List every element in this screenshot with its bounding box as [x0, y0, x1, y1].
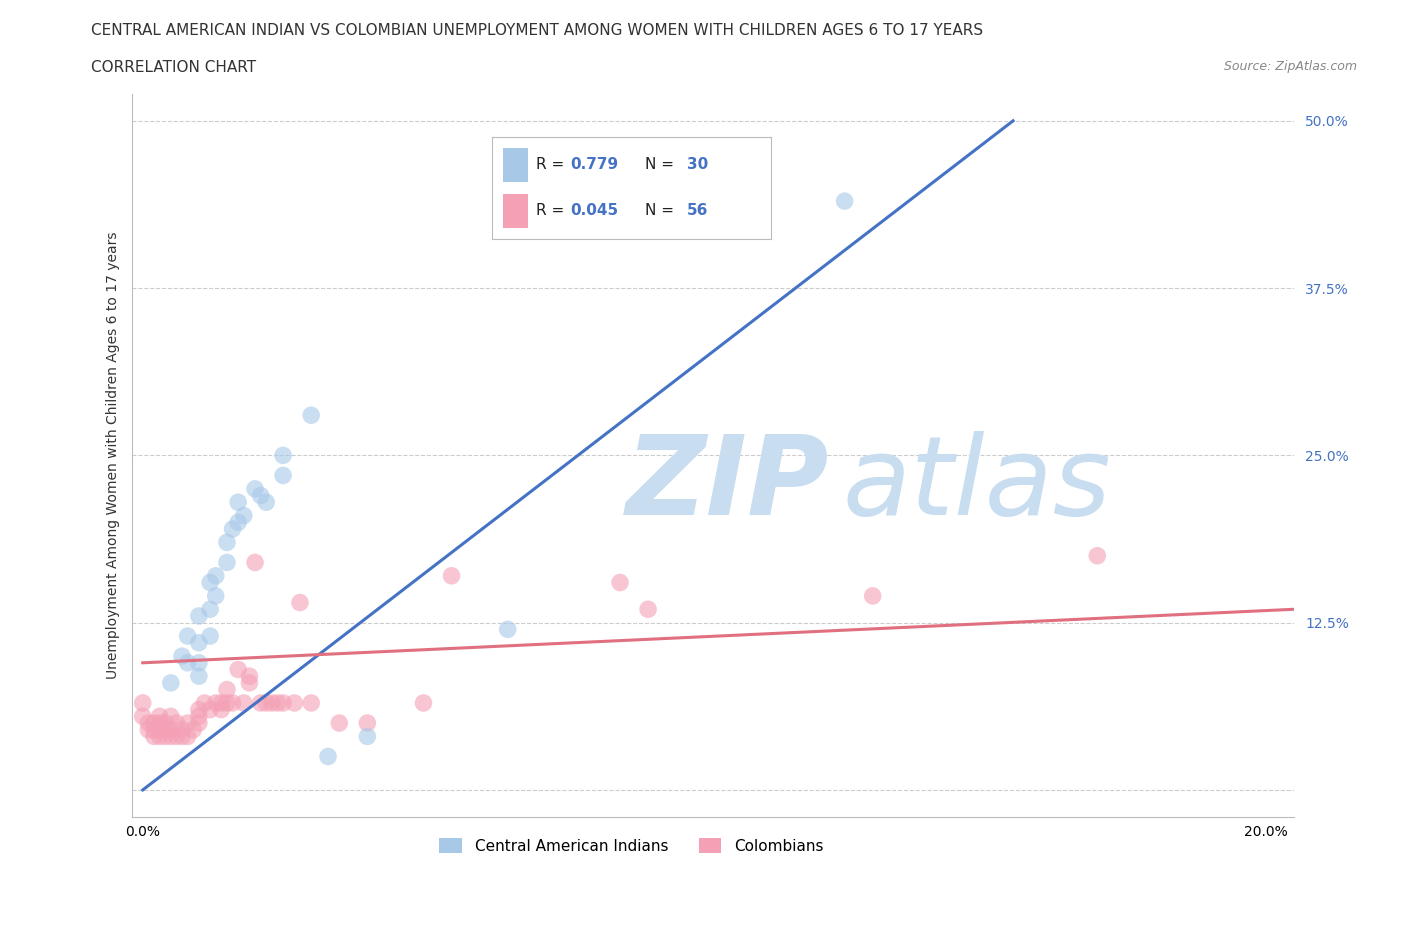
Point	[271, 448, 294, 463]
Text: Source: ZipAtlas.com: Source: ZipAtlas.com	[1223, 60, 1357, 73]
Point	[243, 555, 266, 570]
Point	[143, 729, 166, 744]
Point	[316, 749, 339, 764]
Point	[232, 696, 254, 711]
Point	[215, 696, 238, 711]
Point	[356, 715, 378, 730]
Point	[198, 702, 221, 717]
Point	[148, 723, 170, 737]
Point	[165, 715, 187, 730]
Point	[187, 608, 209, 623]
Point	[271, 468, 294, 483]
Point	[288, 595, 311, 610]
Point	[187, 702, 209, 717]
Point	[249, 488, 271, 503]
Point	[271, 696, 294, 711]
Point	[266, 696, 288, 711]
Point	[204, 568, 226, 583]
Point	[204, 696, 226, 711]
Point	[143, 723, 166, 737]
Point	[159, 675, 181, 690]
Point	[226, 662, 249, 677]
Point	[187, 669, 209, 684]
Point	[138, 715, 160, 730]
Point	[148, 729, 170, 744]
Point	[254, 696, 277, 711]
Point	[299, 696, 322, 711]
Point	[148, 715, 170, 730]
Point	[637, 602, 659, 617]
Point	[249, 696, 271, 711]
Point	[215, 555, 238, 570]
Point	[412, 696, 434, 711]
Point	[187, 709, 209, 724]
Point	[132, 696, 155, 711]
Point	[176, 729, 198, 744]
Point	[862, 589, 884, 604]
Point	[153, 715, 176, 730]
Text: ZIP: ZIP	[626, 431, 830, 538]
Point	[159, 709, 181, 724]
Point	[834, 193, 856, 208]
Point	[153, 729, 176, 744]
Point	[665, 220, 688, 235]
Point	[209, 702, 232, 717]
Point	[143, 715, 166, 730]
Point	[221, 522, 243, 537]
Point	[176, 629, 198, 644]
Point	[243, 482, 266, 497]
Text: CORRELATION CHART: CORRELATION CHART	[91, 60, 256, 75]
Legend: Central American Indians, Colombians: Central American Indians, Colombians	[433, 831, 830, 859]
Point	[283, 696, 305, 711]
Point	[221, 696, 243, 711]
Point	[159, 729, 181, 744]
Point	[148, 709, 170, 724]
Point	[226, 515, 249, 530]
Point	[170, 723, 193, 737]
Point	[198, 602, 221, 617]
Point	[260, 696, 283, 711]
Point	[187, 715, 209, 730]
Point	[165, 729, 187, 744]
Point	[209, 696, 232, 711]
Text: ZIPatlas: ZIPatlas	[626, 431, 1064, 538]
Point	[328, 715, 350, 730]
Point	[170, 729, 193, 744]
Point	[440, 568, 463, 583]
Point	[238, 669, 260, 684]
Point	[181, 723, 204, 737]
Point	[215, 535, 238, 550]
Point	[187, 656, 209, 671]
Point	[198, 575, 221, 590]
Y-axis label: Unemployment Among Women with Children Ages 6 to 17 years: Unemployment Among Women with Children A…	[107, 232, 121, 679]
Point	[609, 575, 631, 590]
Point	[176, 656, 198, 671]
Point	[356, 729, 378, 744]
Point	[226, 495, 249, 510]
Point	[254, 495, 277, 510]
Point	[204, 589, 226, 604]
Point	[170, 649, 193, 664]
Point	[187, 635, 209, 650]
Point	[159, 723, 181, 737]
Point	[198, 629, 221, 644]
Point	[299, 407, 322, 422]
Point	[193, 696, 215, 711]
Point	[496, 622, 519, 637]
Point	[238, 675, 260, 690]
Point	[138, 723, 160, 737]
Point	[153, 723, 176, 737]
Point	[232, 508, 254, 523]
Text: CENTRAL AMERICAN INDIAN VS COLOMBIAN UNEMPLOYMENT AMONG WOMEN WITH CHILDREN AGES: CENTRAL AMERICAN INDIAN VS COLOMBIAN UNE…	[91, 23, 984, 38]
Point	[132, 709, 155, 724]
Text: atlas: atlas	[842, 431, 1112, 538]
Point	[1085, 549, 1108, 564]
Point	[215, 682, 238, 697]
Point	[176, 715, 198, 730]
